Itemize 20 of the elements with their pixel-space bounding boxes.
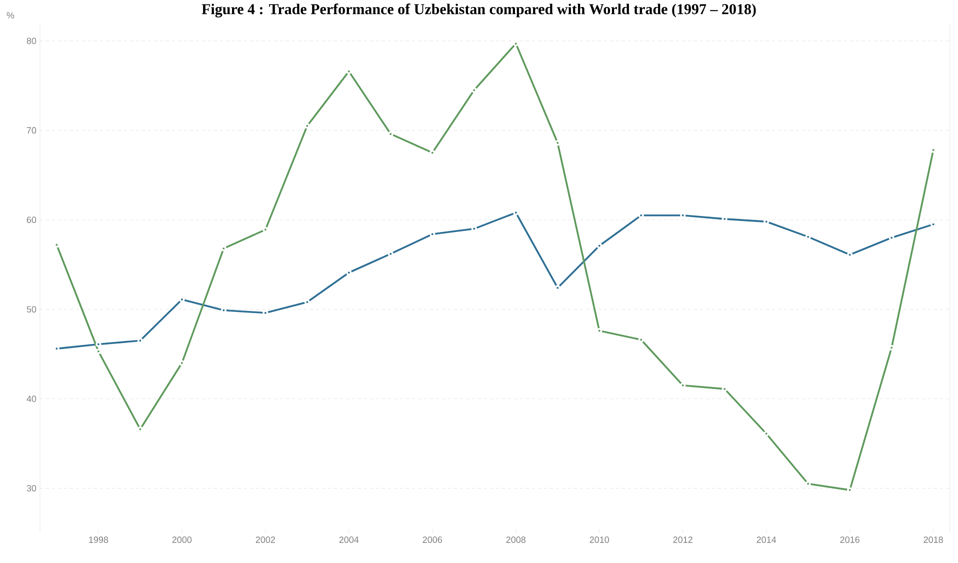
x-tick-label: 2006 <box>422 536 442 543</box>
x-tick-label: 2010 <box>590 536 610 543</box>
y-tick-label: 40 <box>26 396 36 402</box>
point <box>764 430 770 436</box>
x-tick-label: 2004 <box>339 536 359 543</box>
y-tick-label: 60 <box>26 216 36 224</box>
x-tick-label: 2012 <box>673 536 692 543</box>
x-tick-label: 2018 <box>924 536 943 543</box>
x-tick-label: 2014 <box>756 536 776 543</box>
y-tick-label: 50 <box>26 306 36 313</box>
x-tick-label: 2002 <box>256 536 275 543</box>
x-tick-label: 2000 <box>172 536 192 543</box>
x-tick-label: 2008 <box>506 536 526 543</box>
y-tick-label: 80 <box>26 38 36 44</box>
chart-title: Figure 4 : Trade Performance of Uzbekistan compared with World trade (1997 – 2018) <box>202 4 756 18</box>
y-axis-title: % <box>6 12 14 18</box>
y-tick-label: 30 <box>26 485 36 492</box>
x-tick-label: 1998 <box>89 536 108 543</box>
x-tick-label: 2016 <box>840 536 860 543</box>
y-tick-label: 70 <box>26 127 36 134</box>
